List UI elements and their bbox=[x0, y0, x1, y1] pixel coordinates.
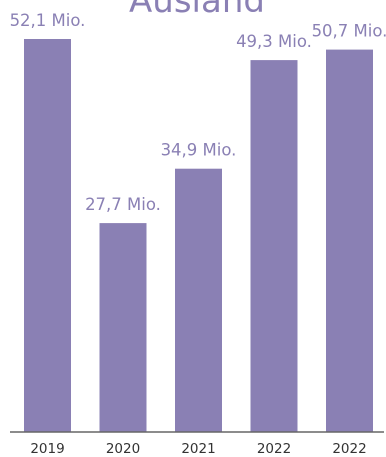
value-label-0: 52,1 Mio. bbox=[10, 11, 86, 30]
bar-3 bbox=[250, 60, 298, 432]
tick-label-0: 2019 bbox=[30, 441, 64, 457]
bar-4 bbox=[326, 49, 373, 432]
value-label-3: 49,3 Mio. bbox=[236, 32, 312, 51]
value-label-2: 34,9 Mio. bbox=[161, 141, 237, 160]
tick-labels-group: 2019 2020 2021 2022 2022 bbox=[30, 441, 366, 457]
chart-title: Ausland bbox=[129, 0, 265, 21]
bar-1 bbox=[99, 223, 147, 432]
tick-label-3: 2022 bbox=[257, 441, 291, 457]
tick-label-1: 2020 bbox=[106, 441, 140, 457]
tick-label-2: 2021 bbox=[181, 441, 215, 457]
value-label-4: 50,7 Mio. bbox=[312, 22, 386, 41]
value-label-1: 27,7 Mio. bbox=[85, 195, 161, 214]
bar-2 bbox=[175, 168, 222, 432]
tick-label-4: 2022 bbox=[332, 441, 366, 457]
bars-group bbox=[24, 39, 373, 432]
value-labels-group: 52,1 Mio. 27,7 Mio. 34,9 Mio. 49,3 Mio.50,7… bbox=[10, 11, 386, 214]
bar-0 bbox=[24, 39, 71, 432]
